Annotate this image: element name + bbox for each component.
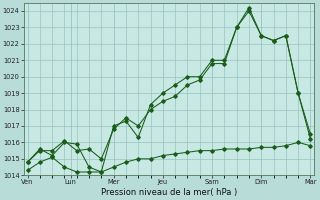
X-axis label: Pression niveau de la mer( hPa ): Pression niveau de la mer( hPa ) <box>101 188 237 197</box>
